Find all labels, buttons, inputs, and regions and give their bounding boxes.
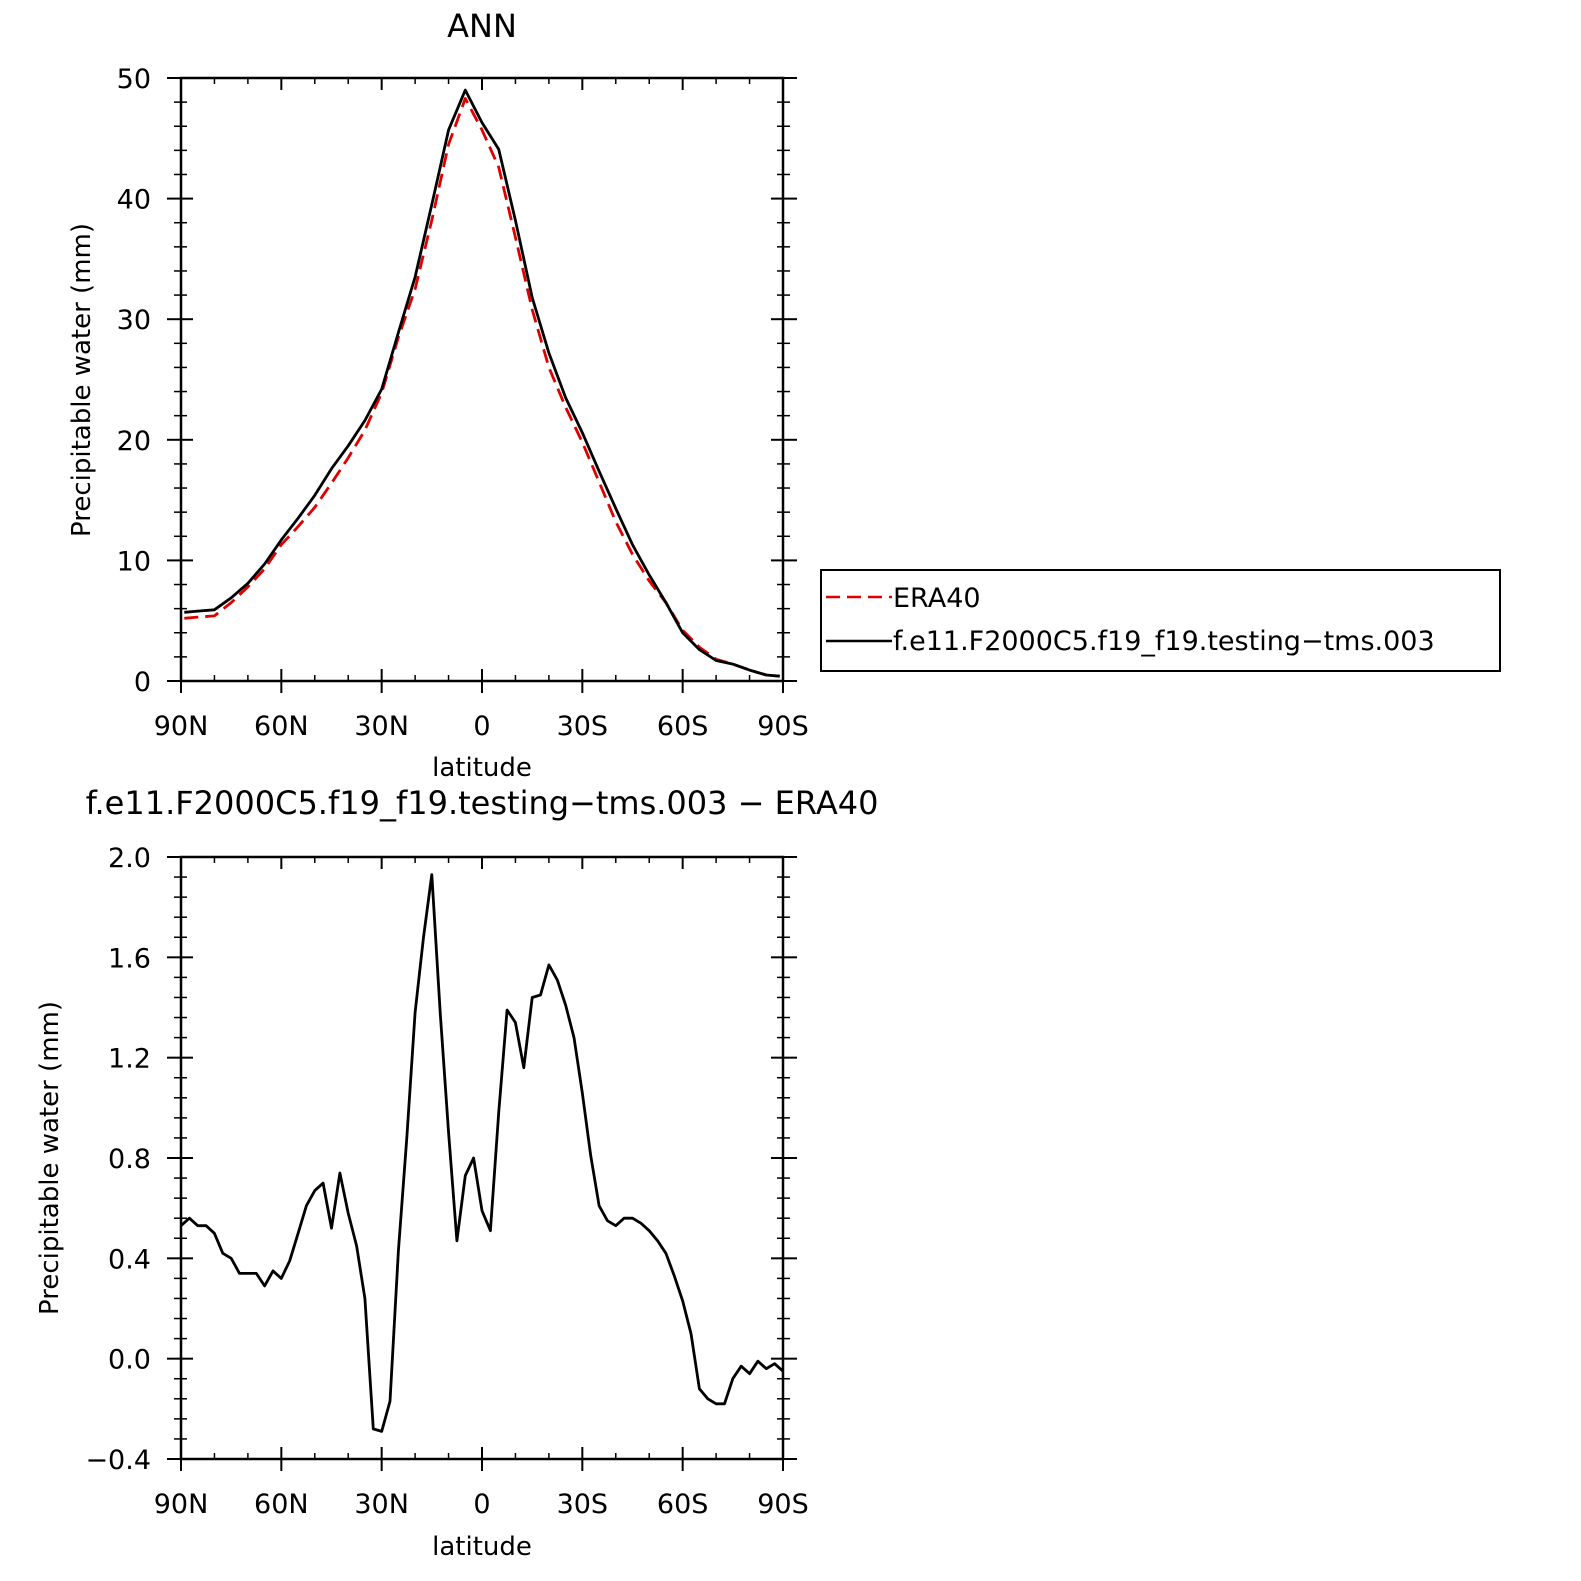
top-y-axis-label: Precipitable water (mm) <box>67 223 97 537</box>
bottom-y-tick-label: 0.4 <box>108 1244 151 1275</box>
bottom-y-tick-label: 1.6 <box>108 943 151 974</box>
bottom-chart-title: f.e11.F2000C5.f19_f19.testing−tms.003 − … <box>86 784 879 822</box>
bottom-y-tick-label: −0.4 <box>85 1445 151 1476</box>
legend-box <box>820 569 1501 672</box>
bottom-panel: f.e11.F2000C5.f19_f19.testing−tms.003 − … <box>35 784 878 1562</box>
top-x-ticks: 90N 60N 30N 0 30S 60S 90S <box>154 78 809 742</box>
top-series-lines <box>184 88 780 678</box>
bottom-x-tick-label: 60S <box>657 1489 709 1520</box>
top-plot-frame <box>179 76 785 683</box>
bottom-x-tick-label: 30N <box>354 1489 409 1520</box>
top-x-tick-label: 0 <box>473 711 490 742</box>
top-y-tick-label: 50 <box>117 64 151 95</box>
bottom-y-ticks: −0.4 0.0 0.4 0.8 1.2 1.6 2.0 <box>85 843 797 1476</box>
bottom-series-line-0 <box>180 873 784 1433</box>
legend-label-model: f.e11.F2000C5.f19_f19.testing−tms.003 <box>893 626 1435 657</box>
bottom-plot-frame <box>179 855 785 1461</box>
bottom-x-tick-label: 30S <box>557 1489 609 1520</box>
bottom-y-tick-label: 2.0 <box>108 843 151 874</box>
top-series-line-1 <box>184 88 780 678</box>
top-y-tick-label: 10 <box>117 546 151 577</box>
top-y-tick-label: 20 <box>117 426 151 457</box>
bottom-x-ticks: 90N 60N 30N 0 30S 60S 90S <box>154 857 809 1520</box>
top-y-tick-label: 30 <box>117 305 151 336</box>
legend-label-era40: ERA40 <box>893 583 981 614</box>
top-x-tick-label: 90N <box>154 711 209 742</box>
bottom-y-tick-label: 0.0 <box>108 1345 151 1376</box>
top-y-tick-label: 40 <box>117 185 151 216</box>
top-x-tick-label: 90S <box>757 711 809 742</box>
top-y-ticks: 0 10 20 30 40 50 <box>117 64 797 698</box>
bottom-x-tick-label: 60N <box>254 1489 309 1520</box>
bottom-x-tick-label: 90S <box>757 1489 809 1520</box>
top-x-tick-label: 60N <box>254 711 309 742</box>
bottom-x-tick-label: 90N <box>154 1489 209 1520</box>
top-x-axis-label: latitude <box>432 753 532 783</box>
top-x-tick-label: 30N <box>354 711 409 742</box>
top-series-line-0 <box>184 97 780 678</box>
bottom-y-tick-label: 1.2 <box>108 1044 151 1075</box>
top-chart-title: ANN <box>447 7 517 45</box>
top-x-tick-label: 30S <box>557 711 609 742</box>
bottom-x-axis-label: latitude <box>432 1532 532 1562</box>
legend: ERA40 f.e11.F2000C5.f19_f19.testing−tms.… <box>820 569 1501 672</box>
bottom-y-axis-label: Precipitable water (mm) <box>35 1001 65 1315</box>
top-x-tick-label: 60S <box>657 711 709 742</box>
top-y-tick-label: 0 <box>134 667 151 698</box>
bottom-x-tick-label: 0 <box>473 1489 490 1520</box>
bottom-series-lines <box>180 873 784 1433</box>
bottom-y-tick-label: 0.8 <box>108 1144 151 1175</box>
top-panel: ANN 90N 60N 30N 0 30S 60S 90S 0 10 20 30 40 50 lati… <box>67 7 809 783</box>
